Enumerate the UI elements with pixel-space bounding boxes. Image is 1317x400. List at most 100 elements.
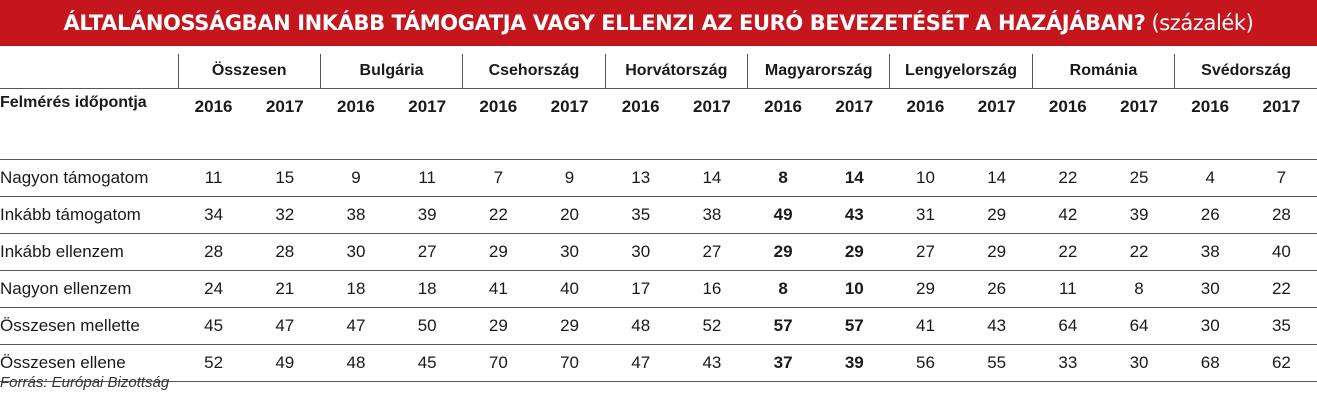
- row-label-osszesen-ellene: Összesen ellene: [0, 344, 178, 382]
- cell-osszesen-2016: 24: [178, 270, 250, 308]
- cell-lengyelorszag-2017: 26: [961, 270, 1033, 308]
- cell-romania-2016: 22: [1032, 233, 1104, 271]
- cell-csehorszag-2017: 30: [533, 233, 606, 271]
- country-header-csehorszag: Csehország: [462, 54, 606, 89]
- cell-osszesen-2017: 21: [249, 270, 321, 308]
- cell-lengyelorszag-2016: 41: [889, 307, 962, 345]
- cell-csehorszag-2017: 70: [533, 344, 606, 382]
- cell-bulgaria-2017: 11: [391, 159, 463, 197]
- cell-svedorszag-2017: 62: [1245, 344, 1317, 382]
- year-header-svedorszag-2016: 2016: [1174, 88, 1246, 160]
- cell-horvatorszag-2016: 13: [605, 159, 677, 197]
- year-header-bulgaria-2017: 2017: [391, 88, 463, 160]
- cell-horvatorszag-2017: 52: [676, 307, 748, 345]
- cell-magyarorszag-2016: 37: [747, 344, 819, 382]
- year-header-svedorszag-2017: 2017: [1245, 88, 1317, 160]
- cell-csehorszag-2016: 41: [462, 270, 534, 308]
- cell-svedorszag-2016: 38: [1174, 233, 1246, 271]
- cell-osszesen-2017: 28: [249, 233, 321, 271]
- cell-bulgaria-2017: 18: [391, 270, 463, 308]
- year-header-magyarorszag-2017: 2017: [818, 88, 890, 160]
- cell-magyarorszag-2017: 14: [818, 159, 890, 197]
- year-header-romania-2016: 2016: [1032, 88, 1104, 160]
- cell-bulgaria-2016: 18: [320, 270, 392, 308]
- cell-magyarorszag-2017: 10: [818, 270, 890, 308]
- table-row: Nagyon támogatom 11 15 9 11 7 9 13 14 8 14 10 14 22 25…: [0, 159, 1317, 197]
- cell-csehorszag-2017: 29: [533, 307, 606, 345]
- cell-magyarorszag-2016: 8: [747, 270, 819, 308]
- cell-svedorszag-2016: 30: [1174, 270, 1246, 308]
- cell-bulgaria-2016: 30: [320, 233, 392, 271]
- cell-romania-2016: 64: [1032, 307, 1104, 345]
- cell-osszesen-2017: 32: [249, 196, 321, 234]
- cell-horvatorszag-2016: 30: [605, 233, 677, 271]
- cell-svedorszag-2017: 35: [1245, 307, 1317, 345]
- cell-magyarorszag-2016: 57: [747, 307, 819, 345]
- cell-bulgaria-2016: 48: [320, 344, 392, 382]
- cell-romania-2016: 22: [1032, 159, 1104, 197]
- cell-svedorszag-2017: 7: [1245, 159, 1317, 197]
- cell-bulgaria-2016: 9: [320, 159, 392, 197]
- cell-bulgaria-2017: 27: [391, 233, 463, 271]
- cell-magyarorszag-2016: 29: [747, 233, 819, 271]
- cell-svedorszag-2017: 40: [1245, 233, 1317, 271]
- cell-svedorszag-2016: 30: [1174, 307, 1246, 345]
- cell-lengyelorszag-2017: 43: [961, 307, 1033, 345]
- row-label-osszesen-mellette: Összesen mellette: [0, 307, 178, 345]
- cell-lengyelorszag-2017: 29: [961, 233, 1033, 271]
- cell-csehorszag-2016: 7: [462, 159, 534, 197]
- cell-romania-2017: 22: [1103, 233, 1175, 271]
- cell-csehorszag-2016: 29: [462, 307, 534, 345]
- year-header-bulgaria-2016: 2016: [320, 88, 392, 160]
- country-header-horvatorszag: Horvátország: [604, 54, 748, 89]
- cell-romania-2017: 30: [1103, 344, 1175, 382]
- cell-magyarorszag-2017: 29: [818, 233, 890, 271]
- cell-bulgaria-2017: 39: [391, 196, 463, 234]
- cell-romania-2017: 64: [1103, 307, 1175, 345]
- year-header-lengyelorszag-2017: 2017: [961, 88, 1033, 160]
- cell-romania-2016: 42: [1032, 196, 1104, 234]
- cell-romania-2017: 25: [1103, 159, 1175, 197]
- cell-horvatorszag-2016: 47: [605, 344, 677, 382]
- cell-lengyelorszag-2016: 10: [889, 159, 962, 197]
- cell-magyarorszag-2017: 39: [818, 344, 890, 382]
- table-row: Inkább ellenzem 28 28 30 27 29 30 30 27 29 29 27 29 2…: [0, 233, 1317, 271]
- cell-horvatorszag-2016: 35: [605, 196, 677, 234]
- cell-osszesen-2016: 34: [178, 196, 250, 234]
- table-body: Nagyon támogatom 11 15 9 11 7 9 13 14 8 14 10 14 22 25…: [0, 159, 1317, 382]
- row-label-inkabb-ellenzem: Inkább ellenzem: [0, 233, 178, 271]
- year-header-lengyelorszag-2016: 2016: [889, 88, 962, 160]
- cell-osszesen-2017: 15: [249, 159, 321, 197]
- cell-svedorszag-2016: 26: [1174, 196, 1246, 234]
- table-row: Összesen mellette 45 47 47 50 29 29 48 52 57 57 41 4…: [0, 307, 1317, 345]
- cell-romania-2016: 11: [1032, 270, 1104, 308]
- cell-horvatorszag-2017: 27: [676, 233, 748, 271]
- year-header-csehorszag-2017: 2017: [533, 88, 606, 160]
- cell-lengyelorszag-2016: 56: [889, 344, 962, 382]
- country-header-bulgaria: Bulgária: [319, 54, 463, 89]
- table-row: Nagyon ellenzem 24 21 18 18 41 40 17 16 8 10 29 26 11…: [0, 270, 1317, 308]
- chart-unit: (százalék): [1151, 11, 1254, 35]
- table-row: Összesen ellene 52 49 48 45 70 70 47 43 37 39 56 55 3…: [0, 344, 1317, 382]
- cell-lengyelorszag-2016: 27: [889, 233, 962, 271]
- cell-bulgaria-2017: 50: [391, 307, 463, 345]
- cell-magyarorszag-2017: 57: [818, 307, 890, 345]
- year-header-osszesen-2017: 2017: [249, 88, 321, 160]
- cell-lengyelorszag-2017: 14: [961, 159, 1033, 197]
- cell-csehorszag-2016: 22: [462, 196, 534, 234]
- year-header-romania-2017: 2017: [1103, 88, 1175, 160]
- year-header-row: Felmérés időpontja 2016 2017 2016 2017 2016 2…: [0, 88, 1317, 160]
- source-note: Forrás: Európai Bizottság: [0, 374, 170, 391]
- row-header-label: Felmérés időpontja: [0, 88, 178, 160]
- country-header-svedorszag: Svédország: [1174, 54, 1317, 89]
- cell-romania-2017: 8: [1103, 270, 1175, 308]
- country-header-lengyelorszag: Lengyelország: [889, 54, 1033, 89]
- cell-osszesen-2017: 47: [249, 307, 321, 345]
- cell-bulgaria-2016: 47: [320, 307, 392, 345]
- country-header-magyarorszag: Magyarország: [746, 54, 890, 89]
- table-row: Inkább támogatom 34 32 38 39 22 20 35 38 49 43 31 29…: [0, 196, 1317, 234]
- cell-csehorszag-2016: 70: [462, 344, 534, 382]
- cell-lengyelorszag-2016: 29: [889, 270, 962, 308]
- cell-csehorszag-2017: 40: [533, 270, 606, 308]
- cell-svedorszag-2016: 4: [1174, 159, 1246, 197]
